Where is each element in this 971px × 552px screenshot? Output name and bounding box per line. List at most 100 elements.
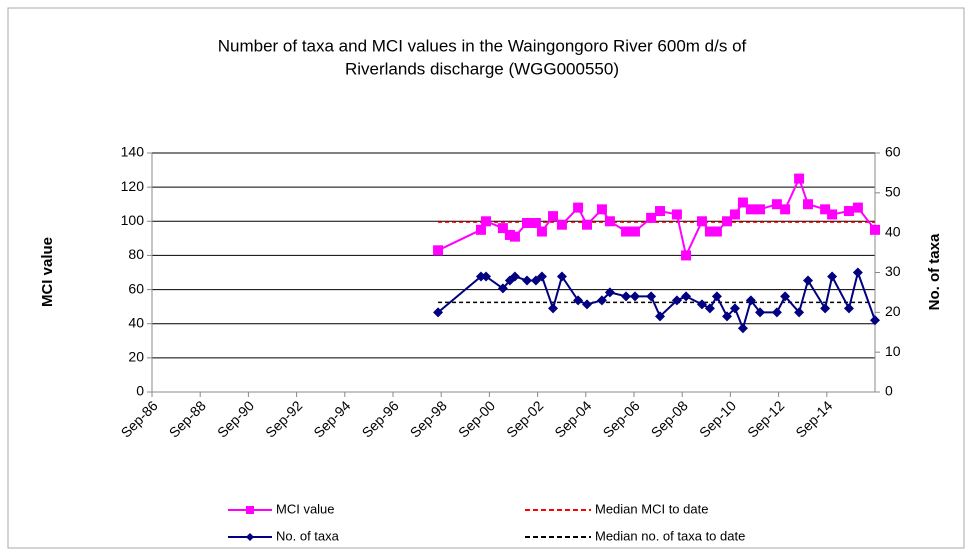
marker (737, 323, 748, 334)
marker (646, 291, 657, 302)
y2-tick-label: 20 (885, 303, 901, 319)
marker (780, 291, 791, 302)
marker (621, 291, 632, 302)
marker (530, 217, 541, 228)
marker (755, 307, 766, 318)
legend-label: Median no. of taxa to date (595, 528, 745, 543)
marker (556, 219, 567, 230)
marker (771, 199, 782, 210)
y2-tick-label: 30 (885, 263, 901, 279)
marker (671, 209, 682, 220)
marker (604, 287, 615, 298)
marker (497, 283, 508, 294)
marker (646, 212, 657, 223)
marker (548, 211, 559, 222)
marker (536, 271, 547, 282)
marker (794, 307, 805, 318)
marker (852, 267, 863, 278)
y-tick-label: 60 (128, 280, 144, 296)
y2-tick-label: 0 (885, 383, 893, 399)
marker (582, 299, 593, 310)
marker (629, 226, 640, 237)
y2-tick-label: 40 (885, 223, 901, 239)
marker (696, 299, 707, 310)
marker (794, 173, 805, 184)
chart-title: Number of taxa and MCI values in the Wai… (218, 36, 747, 55)
marker (573, 295, 584, 306)
y-tick-label: 140 (121, 144, 145, 160)
y-axis-label: MCI value (39, 237, 56, 307)
y-tick-label: 40 (128, 314, 144, 330)
marker (504, 229, 515, 240)
y-tick-label: 120 (121, 178, 145, 194)
marker (803, 275, 814, 286)
y-tick-label: 80 (128, 246, 144, 262)
marker (671, 295, 682, 306)
marker (755, 204, 766, 215)
marker (621, 226, 632, 237)
marker (820, 303, 831, 314)
marker (629, 291, 640, 302)
marker (481, 216, 492, 227)
marker (681, 250, 692, 261)
marker (771, 307, 782, 318)
legend-label: No. of taxa (276, 528, 340, 543)
marker (722, 216, 733, 227)
y2-tick-label: 50 (885, 184, 901, 200)
marker (556, 271, 567, 282)
marker (681, 291, 692, 302)
marker (711, 226, 722, 237)
y2-tick-label: 60 (885, 144, 901, 160)
legend-label: Median MCI to date (595, 501, 708, 516)
marker (843, 303, 854, 314)
marker (820, 204, 831, 215)
marker (870, 315, 880, 326)
marker (745, 295, 756, 306)
marker (509, 271, 520, 282)
marker (596, 204, 607, 215)
marker (582, 219, 593, 230)
marker (536, 226, 547, 237)
legend-label: MCI value (276, 501, 335, 516)
marker (481, 271, 492, 282)
marker (803, 199, 814, 210)
marker (704, 303, 715, 314)
marker (711, 291, 722, 302)
marker (604, 216, 615, 227)
legend-marker (246, 506, 254, 514)
legend-marker (246, 533, 254, 541)
marker (548, 303, 559, 314)
marker (596, 295, 607, 306)
marker (780, 204, 791, 215)
marker (827, 271, 838, 282)
y-tick-label: 0 (136, 383, 144, 399)
marker (729, 303, 740, 314)
marker (827, 209, 838, 220)
marker (704, 226, 715, 237)
marker (509, 231, 520, 242)
marker (521, 217, 532, 228)
y2-tick-label: 10 (885, 343, 901, 359)
y2-axis-label: No. of taxa (926, 233, 943, 310)
marker (745, 204, 756, 215)
chart-title: Riverlands discharge (WGG000550) (345, 59, 619, 78)
marker (722, 311, 733, 322)
y-tick-label: 100 (121, 212, 145, 228)
marker (843, 206, 854, 217)
marker (655, 206, 666, 217)
marker (433, 245, 444, 256)
marker (475, 271, 486, 282)
marker (475, 224, 486, 235)
marker (852, 202, 863, 213)
marker (521, 275, 532, 286)
y-tick-label: 20 (128, 349, 144, 365)
marker (497, 223, 508, 234)
marker (870, 224, 880, 235)
marker (737, 197, 748, 208)
marker (530, 275, 541, 286)
marker (655, 311, 666, 322)
marker (573, 202, 584, 213)
marker (729, 209, 740, 220)
marker (696, 216, 707, 227)
